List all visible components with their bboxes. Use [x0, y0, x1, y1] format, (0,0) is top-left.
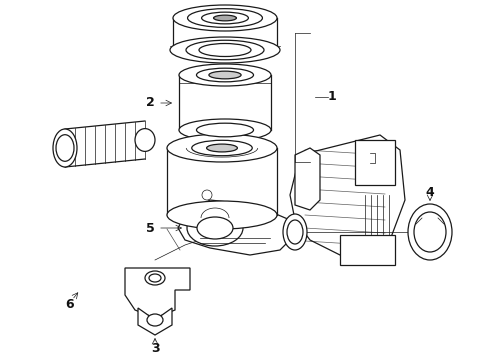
Ellipse shape [186, 40, 264, 60]
Ellipse shape [56, 135, 74, 161]
Polygon shape [178, 200, 295, 255]
Ellipse shape [149, 274, 161, 282]
Ellipse shape [145, 271, 165, 285]
Polygon shape [125, 268, 190, 318]
Ellipse shape [167, 134, 277, 162]
Ellipse shape [209, 71, 241, 79]
Text: 6: 6 [66, 298, 74, 311]
Ellipse shape [197, 217, 233, 239]
Ellipse shape [414, 212, 446, 252]
Ellipse shape [53, 129, 77, 167]
Ellipse shape [173, 5, 277, 31]
Ellipse shape [179, 119, 271, 141]
Ellipse shape [188, 9, 263, 27]
Ellipse shape [147, 314, 163, 326]
Ellipse shape [214, 15, 237, 21]
Text: 4: 4 [426, 185, 434, 198]
Text: 1: 1 [328, 90, 337, 104]
Ellipse shape [199, 44, 251, 57]
Ellipse shape [187, 210, 243, 246]
Ellipse shape [283, 214, 307, 250]
Polygon shape [138, 308, 172, 335]
Ellipse shape [196, 123, 253, 137]
Ellipse shape [135, 129, 155, 152]
Polygon shape [295, 148, 320, 210]
Text: 2: 2 [146, 96, 155, 109]
Bar [355, 140, 395, 185]
Ellipse shape [287, 220, 303, 244]
Bar [340, 235, 395, 265]
Ellipse shape [192, 140, 252, 156]
Text: 3: 3 [151, 342, 159, 355]
Ellipse shape [201, 12, 248, 24]
Text: 5: 5 [146, 221, 155, 234]
Ellipse shape [170, 37, 280, 63]
Circle shape [202, 190, 212, 200]
Ellipse shape [196, 68, 253, 82]
Ellipse shape [408, 204, 452, 260]
Ellipse shape [167, 201, 277, 229]
Ellipse shape [179, 64, 271, 86]
Ellipse shape [207, 144, 237, 152]
Polygon shape [290, 135, 405, 255]
